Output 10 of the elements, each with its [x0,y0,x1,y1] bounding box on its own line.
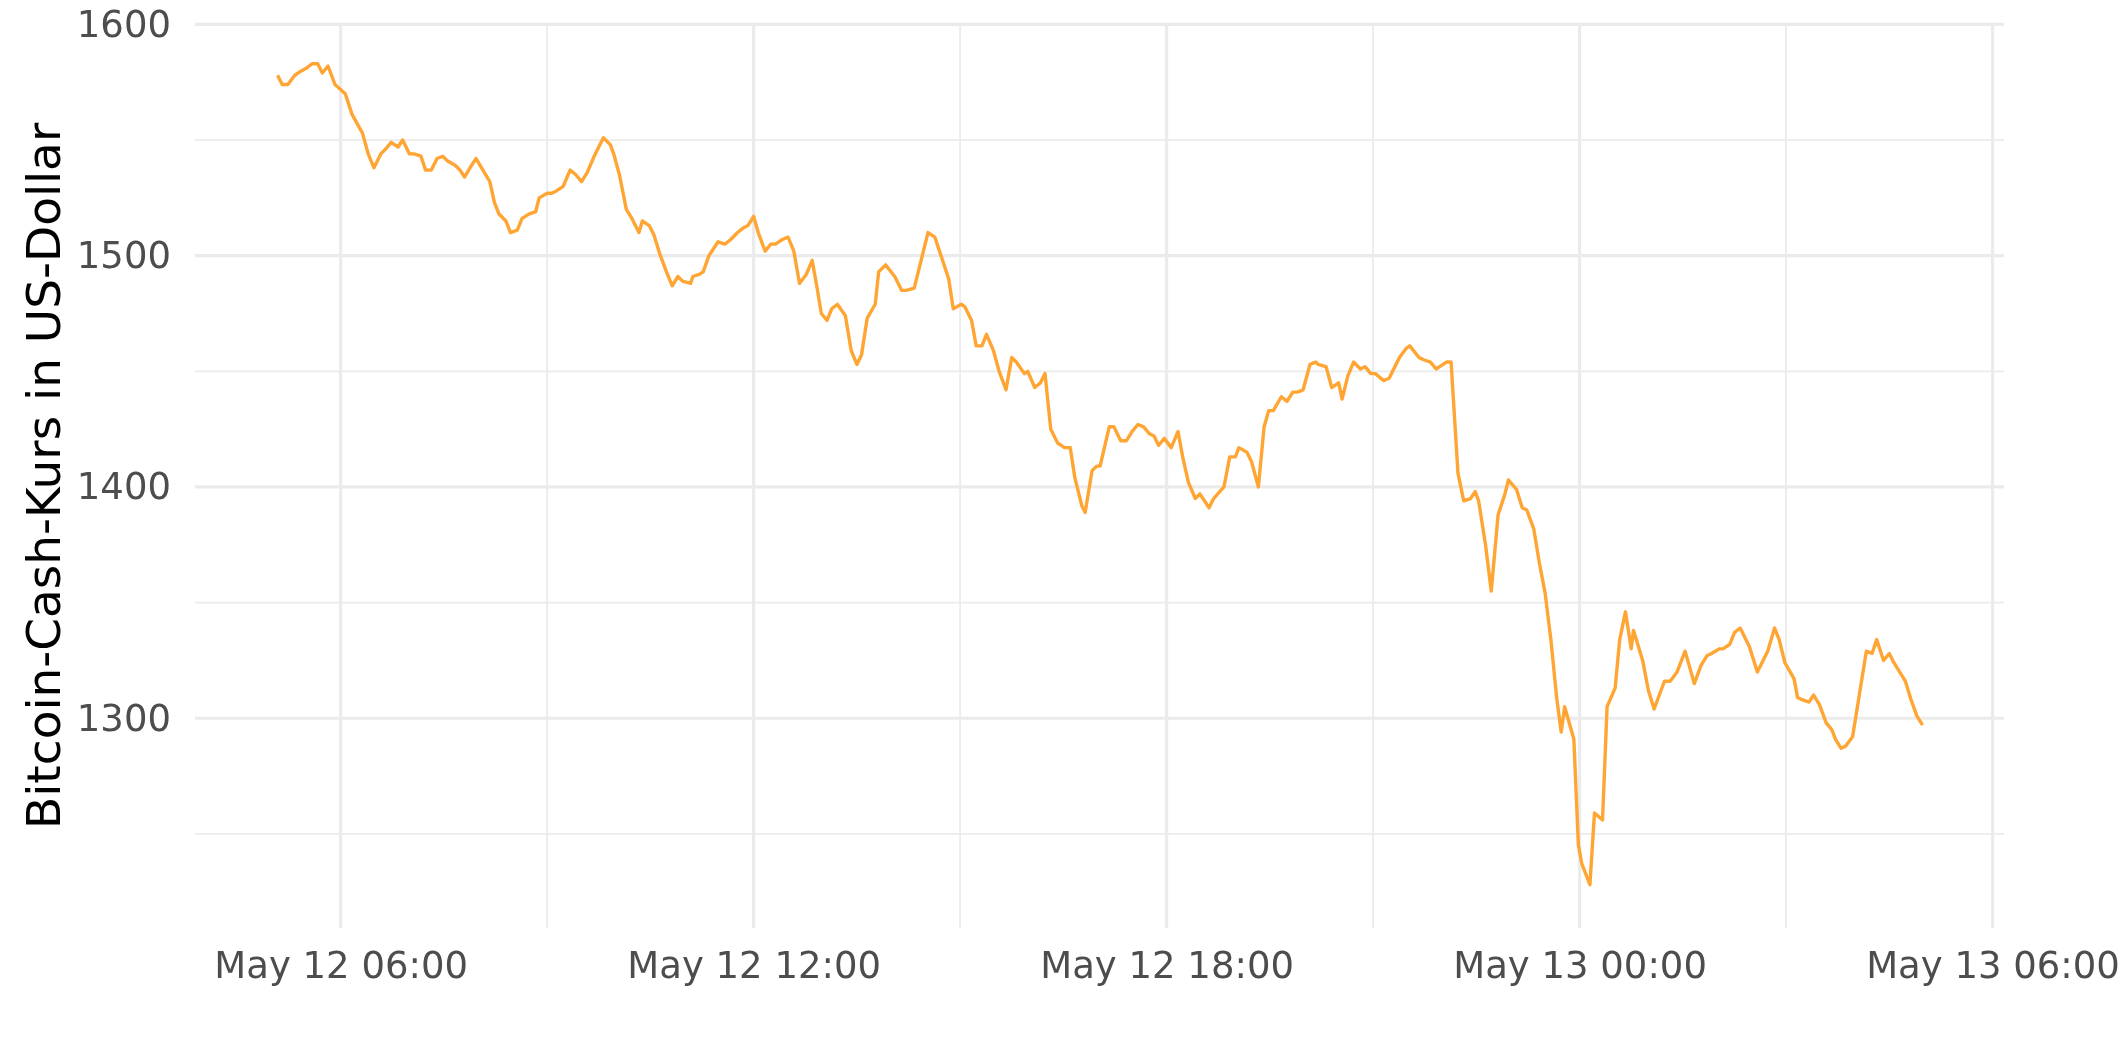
y-tick-label: 1500 [76,234,171,278]
x-tick-label: May 12 18:00 [1040,944,1294,988]
x-tick-label: May 13 06:00 [1866,944,2120,988]
y-tick-label: 1300 [76,696,171,740]
y-axis-title: Bitcoin-Cash-Kurs in US-Dollar [16,122,71,829]
x-tick-label: May 12 06:00 [214,944,469,988]
y-tick-label: 1400 [76,465,171,509]
y-tick-label: 1600 [76,2,171,46]
x-tick-label: May 12 12:00 [627,944,882,988]
x-tick-label: May 13 00:00 [1453,944,1707,988]
